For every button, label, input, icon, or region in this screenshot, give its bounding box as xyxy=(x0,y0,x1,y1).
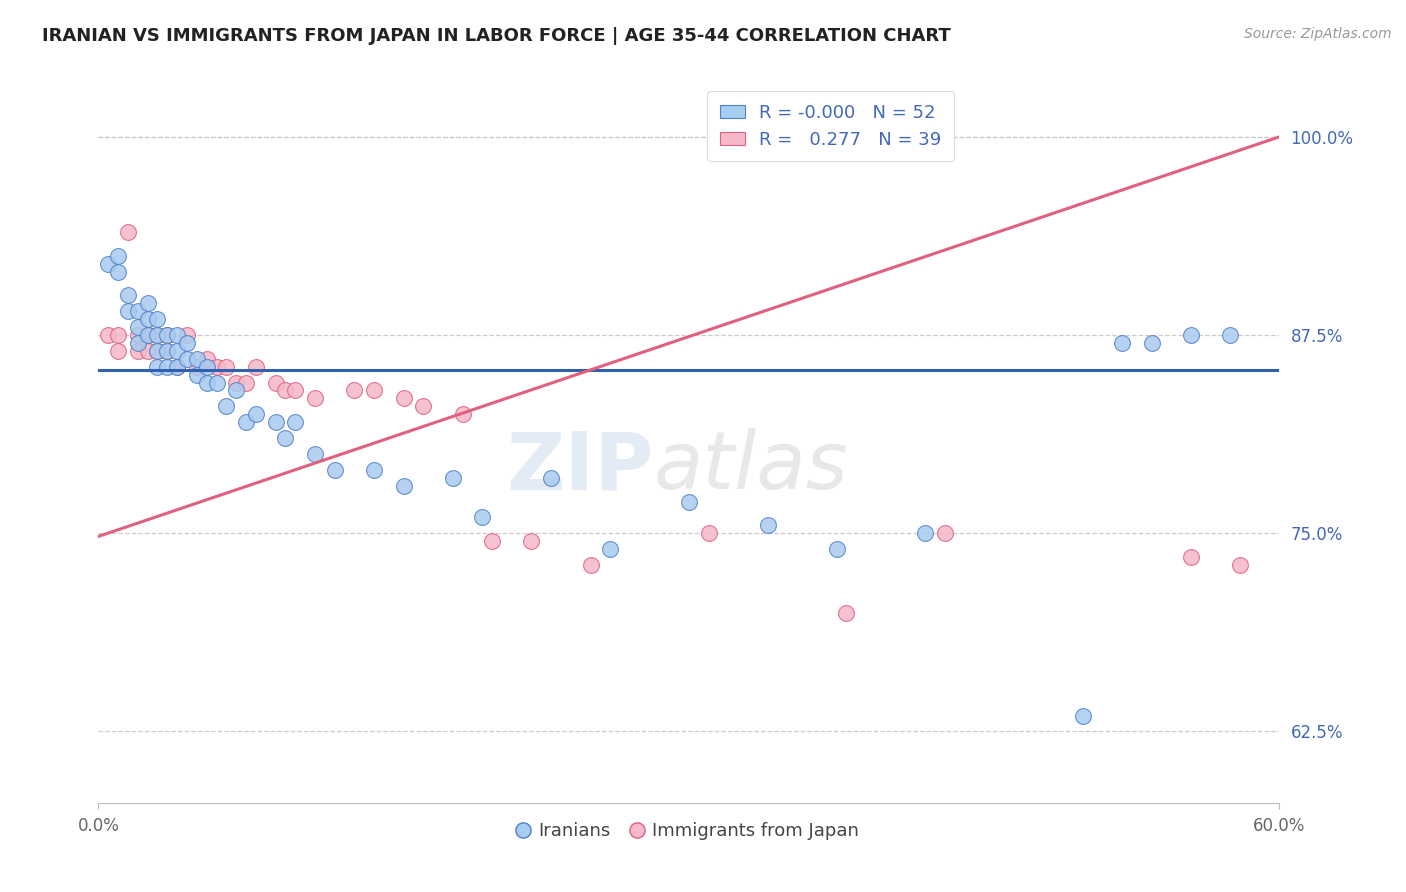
Point xyxy=(166,343,188,358)
Point xyxy=(156,343,179,358)
Point xyxy=(186,351,208,366)
Point xyxy=(264,376,287,390)
Point xyxy=(235,376,257,390)
Point xyxy=(166,328,188,343)
Point xyxy=(117,304,139,318)
Point xyxy=(1180,549,1202,564)
Point xyxy=(441,471,464,485)
Point xyxy=(520,534,543,549)
Point xyxy=(136,328,159,343)
Point xyxy=(215,359,238,374)
Point xyxy=(914,526,936,541)
Point xyxy=(97,328,120,343)
Text: atlas: atlas xyxy=(654,428,848,507)
Point xyxy=(127,343,149,358)
Point xyxy=(146,328,169,343)
Point xyxy=(825,542,848,557)
Point xyxy=(136,296,159,310)
Point xyxy=(934,526,956,541)
Point xyxy=(264,415,287,429)
Point xyxy=(176,328,198,343)
Point xyxy=(156,343,179,358)
Point xyxy=(304,447,326,461)
Point xyxy=(215,400,238,414)
Point xyxy=(117,288,139,302)
Point xyxy=(245,359,267,374)
Point xyxy=(343,384,366,398)
Point xyxy=(127,304,149,318)
Point xyxy=(481,534,503,549)
Point xyxy=(156,328,179,343)
Point xyxy=(195,376,218,390)
Point xyxy=(136,312,159,326)
Point xyxy=(195,351,218,366)
Point xyxy=(176,351,198,366)
Point xyxy=(363,384,385,398)
Point xyxy=(156,359,179,374)
Point xyxy=(471,510,494,524)
Point xyxy=(146,359,169,374)
Point xyxy=(274,384,297,398)
Text: ZIP: ZIP xyxy=(506,428,654,507)
Point xyxy=(146,328,169,343)
Point xyxy=(697,526,720,541)
Point xyxy=(1229,558,1251,572)
Point xyxy=(599,542,621,557)
Point xyxy=(107,249,129,263)
Point xyxy=(195,359,218,374)
Point xyxy=(392,392,415,406)
Point xyxy=(274,431,297,445)
Point xyxy=(284,415,307,429)
Point xyxy=(304,392,326,406)
Point xyxy=(540,471,562,485)
Point xyxy=(1140,335,1163,350)
Point xyxy=(107,343,129,358)
Point xyxy=(107,328,129,343)
Point xyxy=(1219,328,1241,343)
Point xyxy=(146,343,169,358)
Point xyxy=(117,225,139,239)
Point xyxy=(284,384,307,398)
Point xyxy=(225,384,247,398)
Point xyxy=(205,376,228,390)
Point xyxy=(678,494,700,508)
Point xyxy=(146,343,169,358)
Point xyxy=(107,264,129,278)
Point xyxy=(136,328,159,343)
Point xyxy=(127,328,149,343)
Point xyxy=(245,407,267,421)
Point xyxy=(97,257,120,271)
Point xyxy=(186,359,208,374)
Point xyxy=(205,359,228,374)
Point xyxy=(166,359,188,374)
Point xyxy=(176,335,198,350)
Point xyxy=(412,400,434,414)
Point xyxy=(392,478,415,492)
Point xyxy=(235,415,257,429)
Point xyxy=(451,407,474,421)
Point xyxy=(156,328,179,343)
Point xyxy=(1111,335,1133,350)
Point xyxy=(1071,708,1094,723)
Point xyxy=(136,343,159,358)
Point xyxy=(1180,328,1202,343)
Point xyxy=(166,359,188,374)
Legend: Iranians, Immigrants from Japan: Iranians, Immigrants from Japan xyxy=(512,815,866,847)
Point xyxy=(127,335,149,350)
Point xyxy=(127,320,149,334)
Point xyxy=(835,606,858,620)
Point xyxy=(756,518,779,533)
Point xyxy=(579,558,602,572)
Point xyxy=(186,368,208,382)
Point xyxy=(225,376,247,390)
Text: IRANIAN VS IMMIGRANTS FROM JAPAN IN LABOR FORCE | AGE 35-44 CORRELATION CHART: IRANIAN VS IMMIGRANTS FROM JAPAN IN LABO… xyxy=(42,27,950,45)
Point xyxy=(363,463,385,477)
Point xyxy=(146,312,169,326)
Text: Source: ZipAtlas.com: Source: ZipAtlas.com xyxy=(1244,27,1392,41)
Point xyxy=(323,463,346,477)
